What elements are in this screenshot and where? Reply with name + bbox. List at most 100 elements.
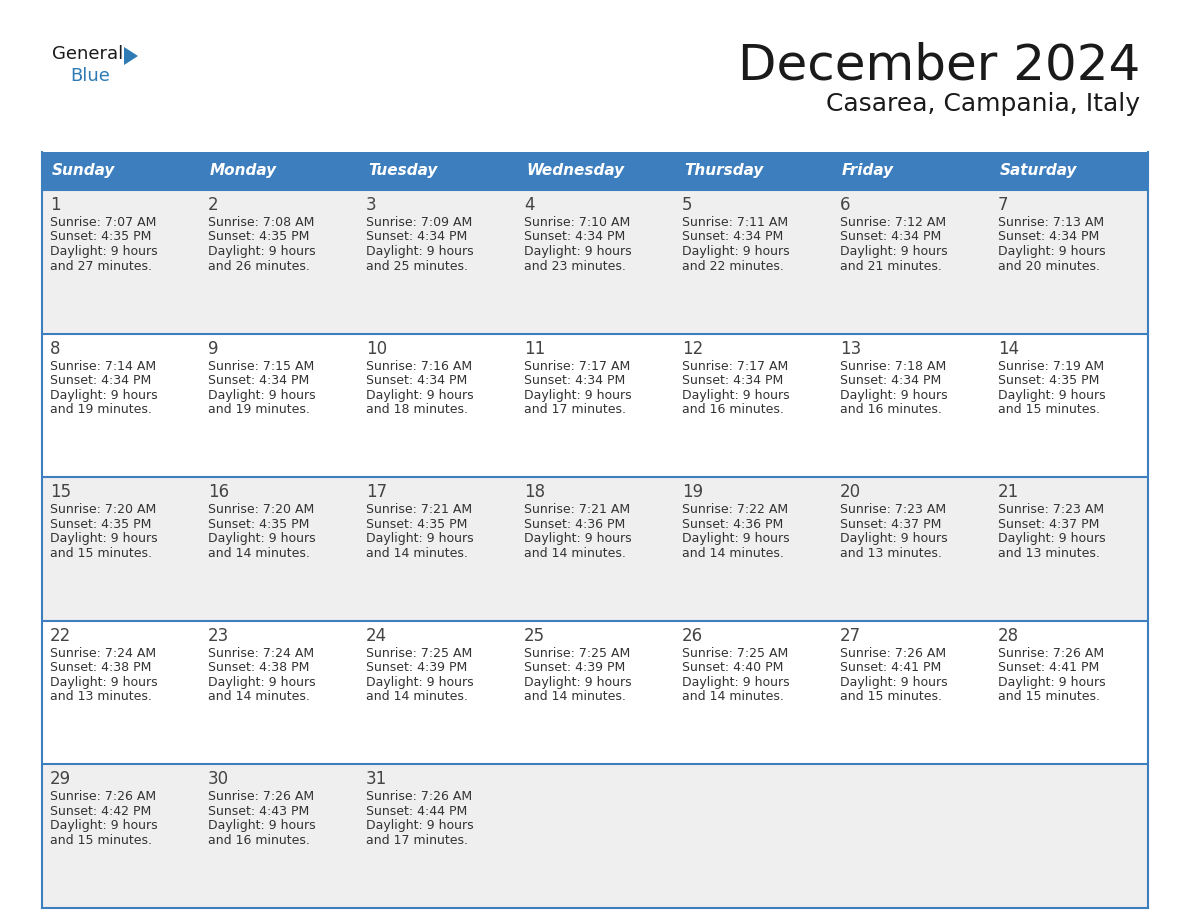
- Text: Daylight: 9 hours: Daylight: 9 hours: [366, 388, 474, 401]
- Text: Sunset: 4:34 PM: Sunset: 4:34 PM: [840, 375, 941, 387]
- Text: Daylight: 9 hours: Daylight: 9 hours: [840, 245, 948, 258]
- Text: Sunrise: 7:25 AM: Sunrise: 7:25 AM: [524, 647, 631, 660]
- Bar: [42, 621, 1148, 765]
- Text: 23: 23: [208, 627, 229, 644]
- Text: and 14 minutes.: and 14 minutes.: [524, 690, 626, 703]
- Text: Sunset: 4:34 PM: Sunset: 4:34 PM: [840, 230, 941, 243]
- Text: and 14 minutes.: and 14 minutes.: [682, 690, 784, 703]
- Text: and 16 minutes.: and 16 minutes.: [840, 403, 942, 416]
- Bar: [516, 152, 674, 190]
- Text: Sunrise: 7:26 AM: Sunrise: 7:26 AM: [998, 647, 1104, 660]
- Text: and 26 minutes.: and 26 minutes.: [208, 260, 310, 273]
- Text: Daylight: 9 hours: Daylight: 9 hours: [682, 388, 790, 401]
- Text: Sunset: 4:37 PM: Sunset: 4:37 PM: [840, 518, 941, 531]
- Text: Saturday: Saturday: [1000, 163, 1078, 178]
- Text: Daylight: 9 hours: Daylight: 9 hours: [208, 676, 316, 688]
- Text: 26: 26: [682, 627, 703, 644]
- Text: Daylight: 9 hours: Daylight: 9 hours: [998, 245, 1106, 258]
- Text: Sunset: 4:34 PM: Sunset: 4:34 PM: [524, 230, 625, 243]
- Text: Daylight: 9 hours: Daylight: 9 hours: [50, 532, 158, 545]
- Text: Sunrise: 7:10 AM: Sunrise: 7:10 AM: [524, 216, 631, 229]
- Text: Sunset: 4:34 PM: Sunset: 4:34 PM: [50, 375, 151, 387]
- Text: and 19 minutes.: and 19 minutes.: [50, 403, 152, 416]
- Text: Sunrise: 7:24 AM: Sunrise: 7:24 AM: [50, 647, 156, 660]
- Text: Daylight: 9 hours: Daylight: 9 hours: [524, 388, 632, 401]
- Text: 6: 6: [840, 196, 851, 214]
- Text: and 22 minutes.: and 22 minutes.: [682, 260, 784, 273]
- Text: Monday: Monday: [210, 163, 277, 178]
- Bar: [200, 152, 358, 190]
- Text: Sunset: 4:34 PM: Sunset: 4:34 PM: [682, 230, 783, 243]
- Text: Sunrise: 7:20 AM: Sunrise: 7:20 AM: [50, 503, 157, 516]
- Text: and 14 minutes.: and 14 minutes.: [366, 690, 468, 703]
- Text: and 14 minutes.: and 14 minutes.: [208, 690, 310, 703]
- Text: Sunrise: 7:09 AM: Sunrise: 7:09 AM: [366, 216, 473, 229]
- Text: 22: 22: [50, 627, 71, 644]
- Text: Sunset: 4:34 PM: Sunset: 4:34 PM: [998, 230, 1099, 243]
- Text: and 20 minutes.: and 20 minutes.: [998, 260, 1100, 273]
- Text: 15: 15: [50, 483, 71, 501]
- Text: 1: 1: [50, 196, 61, 214]
- Text: Friday: Friday: [842, 163, 895, 178]
- Text: and 14 minutes.: and 14 minutes.: [524, 547, 626, 560]
- Text: 3: 3: [366, 196, 377, 214]
- Text: Daylight: 9 hours: Daylight: 9 hours: [208, 820, 316, 833]
- Text: Sunset: 4:34 PM: Sunset: 4:34 PM: [208, 375, 309, 387]
- Text: Sunrise: 7:21 AM: Sunrise: 7:21 AM: [524, 503, 630, 516]
- Text: Sunset: 4:40 PM: Sunset: 4:40 PM: [682, 661, 783, 675]
- Text: Daylight: 9 hours: Daylight: 9 hours: [524, 676, 632, 688]
- Text: Sunrise: 7:17 AM: Sunrise: 7:17 AM: [524, 360, 631, 373]
- Text: Sunrise: 7:20 AM: Sunrise: 7:20 AM: [208, 503, 315, 516]
- Text: and 25 minutes.: and 25 minutes.: [366, 260, 468, 273]
- Bar: [358, 152, 516, 190]
- Text: 20: 20: [840, 483, 861, 501]
- Text: Sunset: 4:35 PM: Sunset: 4:35 PM: [208, 230, 309, 243]
- Text: and 15 minutes.: and 15 minutes.: [50, 834, 152, 847]
- Polygon shape: [124, 47, 138, 65]
- Text: Daylight: 9 hours: Daylight: 9 hours: [208, 245, 316, 258]
- Bar: [42, 333, 1148, 477]
- Text: and 23 minutes.: and 23 minutes.: [524, 260, 626, 273]
- Bar: [42, 477, 1148, 621]
- Text: 8: 8: [50, 340, 61, 358]
- Text: Sunrise: 7:17 AM: Sunrise: 7:17 AM: [682, 360, 789, 373]
- Text: and 19 minutes.: and 19 minutes.: [208, 403, 310, 416]
- Text: and 14 minutes.: and 14 minutes.: [682, 547, 784, 560]
- Text: and 18 minutes.: and 18 minutes.: [366, 403, 468, 416]
- Text: Daylight: 9 hours: Daylight: 9 hours: [524, 532, 632, 545]
- Text: 24: 24: [366, 627, 387, 644]
- Text: Sunrise: 7:25 AM: Sunrise: 7:25 AM: [366, 647, 473, 660]
- Text: Daylight: 9 hours: Daylight: 9 hours: [50, 245, 158, 258]
- Text: 16: 16: [208, 483, 229, 501]
- Text: 14: 14: [998, 340, 1019, 358]
- Text: Sunrise: 7:26 AM: Sunrise: 7:26 AM: [366, 790, 472, 803]
- Text: 17: 17: [366, 483, 387, 501]
- Text: Daylight: 9 hours: Daylight: 9 hours: [524, 245, 632, 258]
- Text: and 16 minutes.: and 16 minutes.: [208, 834, 310, 847]
- Text: Sunset: 4:42 PM: Sunset: 4:42 PM: [50, 805, 151, 818]
- Text: Sunrise: 7:23 AM: Sunrise: 7:23 AM: [998, 503, 1104, 516]
- Text: Daylight: 9 hours: Daylight: 9 hours: [840, 676, 948, 688]
- Text: Sunrise: 7:13 AM: Sunrise: 7:13 AM: [998, 216, 1104, 229]
- Text: Sunset: 4:34 PM: Sunset: 4:34 PM: [682, 375, 783, 387]
- Text: Daylight: 9 hours: Daylight: 9 hours: [840, 532, 948, 545]
- Text: Sunset: 4:36 PM: Sunset: 4:36 PM: [682, 518, 783, 531]
- Text: Sunrise: 7:25 AM: Sunrise: 7:25 AM: [682, 647, 789, 660]
- Text: and 17 minutes.: and 17 minutes.: [524, 403, 626, 416]
- Text: Daylight: 9 hours: Daylight: 9 hours: [682, 245, 790, 258]
- Text: and 15 minutes.: and 15 minutes.: [50, 547, 152, 560]
- Text: 4: 4: [524, 196, 535, 214]
- Text: and 27 minutes.: and 27 minutes.: [50, 260, 152, 273]
- Text: Daylight: 9 hours: Daylight: 9 hours: [50, 388, 158, 401]
- Text: and 13 minutes.: and 13 minutes.: [998, 547, 1100, 560]
- Text: and 14 minutes.: and 14 minutes.: [208, 547, 310, 560]
- Text: and 13 minutes.: and 13 minutes.: [840, 547, 942, 560]
- Text: and 15 minutes.: and 15 minutes.: [998, 690, 1100, 703]
- Text: General: General: [52, 45, 124, 63]
- Text: Sunset: 4:34 PM: Sunset: 4:34 PM: [524, 375, 625, 387]
- Text: Sunrise: 7:14 AM: Sunrise: 7:14 AM: [50, 360, 156, 373]
- Bar: [990, 152, 1148, 190]
- Text: Daylight: 9 hours: Daylight: 9 hours: [366, 532, 474, 545]
- Text: Daylight: 9 hours: Daylight: 9 hours: [366, 676, 474, 688]
- Text: Sunrise: 7:26 AM: Sunrise: 7:26 AM: [50, 790, 156, 803]
